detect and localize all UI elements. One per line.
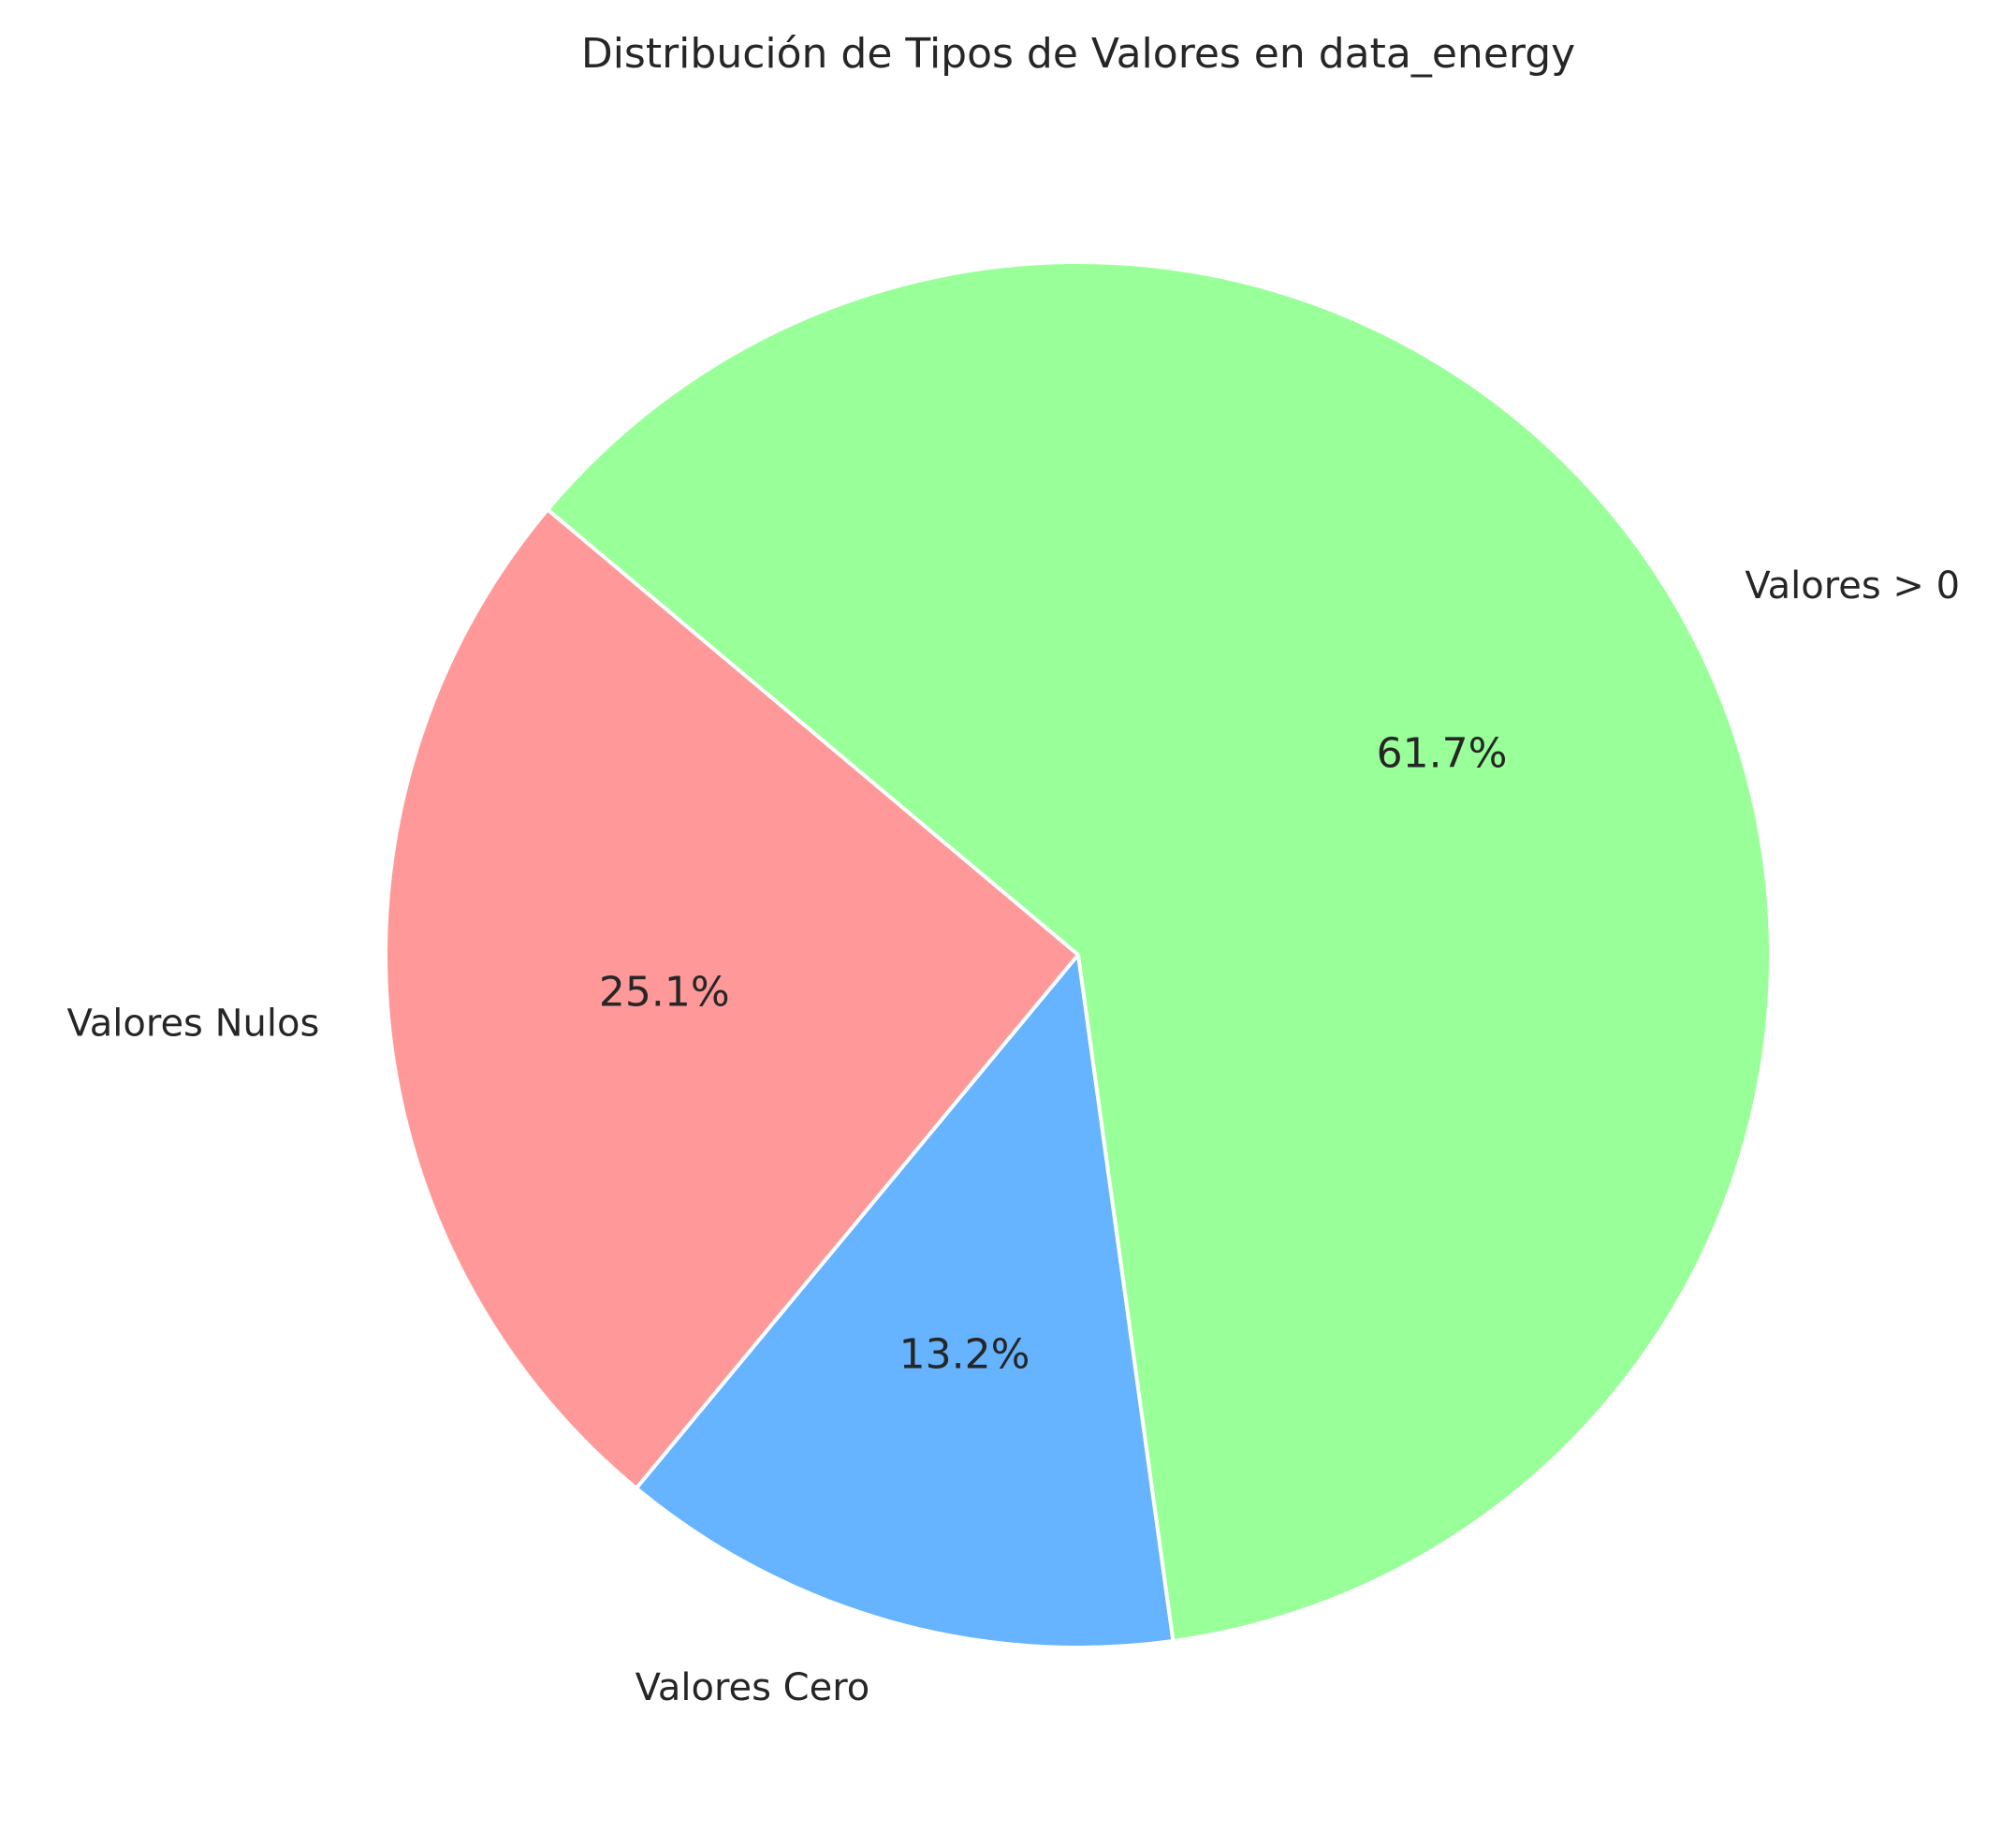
pct-label-valores-0: 61.7% [1377, 730, 1508, 778]
pie-slice-valores-0 [546, 260, 1774, 1644]
pie-labels: 25.1% Valores Nulos 13.2% Valores Cero 61.7%… [67, 564, 1961, 1709]
pie-slice-valores-cero [634, 953, 1176, 1649]
pct-label-valores-nulos: 25.1% [599, 969, 730, 1017]
pie-slice-valores-nulos [384, 507, 1080, 1490]
slice-label-valores-cero: Valores Cero [635, 1666, 870, 1709]
chart-title: Distribución de Tipos de Valores en data… [581, 30, 1575, 78]
slice-label-valores-nulos: Valores Nulos [67, 1002, 320, 1045]
pie-slices [384, 260, 1774, 1649]
pct-label-valores-cero: 13.2% [899, 1331, 1030, 1379]
slice-label-valores-0: Valores > 0 [1745, 564, 1960, 608]
